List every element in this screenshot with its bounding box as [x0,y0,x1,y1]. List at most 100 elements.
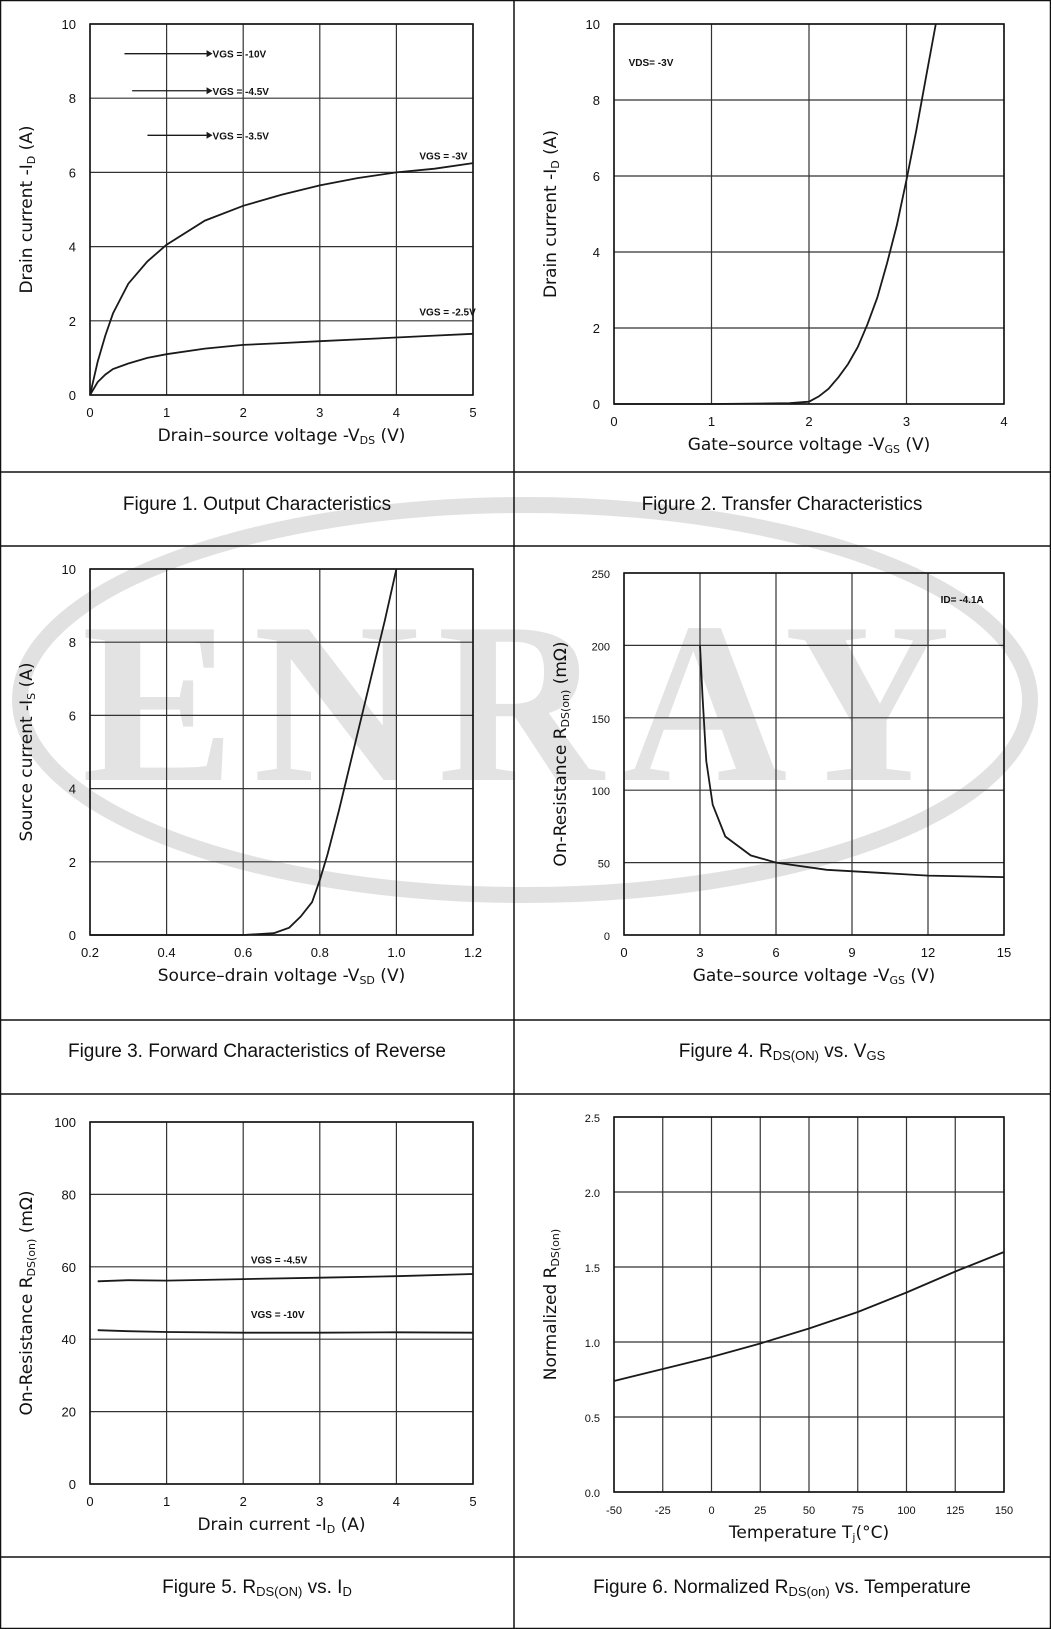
figure-caption: Figure 1. Output Characteristics [123,494,391,515]
watermark-ring [12,497,1038,903]
y-tick-label: 60 [62,1260,76,1275]
x-tick-label: 1 [163,405,170,420]
y-tick-label: 10 [62,562,76,577]
chart-3: 0.2 0.4 0.6 0.8 1.0 1.2 0 2 4 6 8 10 Source–drain vo… [17,562,482,1062]
series-line-1 [97,1273,474,1283]
x-axis-label: Gate–source voltage -VGS (V) [693,966,936,987]
x-tick-label: 5 [469,1494,476,1509]
x-tick-label: 150 [995,1505,1013,1517]
y-tick-label: 0.0 [585,1488,600,1500]
x-tick-label: 50 [803,1505,815,1517]
x-tick-label: 1.2 [464,945,482,960]
series-line-2 [89,332,474,396]
plot-frame [613,23,1005,405]
annotation-arrowhead [206,87,213,95]
x-tick-label: 125 [946,1505,964,1517]
series-line-1 [613,1251,1005,1382]
x-tick-label: 0 [86,405,93,420]
series-line-1 [89,162,474,396]
chart-5: 0 1 2 3 4 5 0 20 40 60 80 100 Drain current -ID (A) O… [17,1115,477,1599]
annotation-label: VDS= -3V [629,58,674,69]
x-tick-label: 1 [708,414,715,429]
x-tick-label: 75 [852,1505,864,1517]
annotation-arrowhead [206,131,213,139]
x-tick-label: 5 [469,405,476,420]
annotation-label: ID= -4.1A [941,595,984,606]
y-tick-label: 1.5 [585,1263,600,1275]
figure-caption: Figure 5. RDS(ON) vs. ID [162,1577,352,1599]
x-tick-label: 12 [921,945,935,960]
x-tick-label: 1 [163,1494,170,1509]
x-tick-label: 3 [316,1494,323,1509]
x-tick-label: 0 [610,414,617,429]
annotation-label: VGS = -2.5V [419,308,476,319]
y-axis-label: On-Resistance RDS(on) (mΩ) [551,641,572,866]
x-tick-label: 25 [754,1505,766,1517]
x-tick-label: 1.0 [387,945,405,960]
watermark: ENRAY [12,497,1038,903]
x-axis-label: Drain current -ID (A) [197,1515,365,1536]
y-tick-label: 200 [592,641,610,653]
x-tick-label: 15 [997,945,1011,960]
y-tick-label: 2 [69,855,76,870]
y-tick-label: 0.5 [585,1413,600,1425]
y-tick-label: 4 [69,782,76,797]
figure-caption: Figure 3. Forward Characteristics of Rev… [68,1041,446,1062]
x-axis-label: Gate–source voltage -VGS (V) [688,435,931,456]
x-tick-label: 4 [393,405,400,420]
y-tick-label: 2.5 [585,1113,600,1125]
x-tick-label: 0.4 [158,945,176,960]
y-tick-label: 6 [69,165,76,180]
y-tick-label: 8 [69,91,76,106]
x-tick-label: 0.8 [311,945,329,960]
y-tick-label: 100 [54,1115,76,1130]
series-line-1 [614,23,937,405]
x-axis-label: Temperature Tj(°C) [728,1523,889,1544]
x-tick-label: 0 [708,1505,714,1517]
y-tick-label: 20 [62,1405,76,1420]
figure-caption: Figure 2. Transfer Characteristics [642,494,923,515]
plot-frame [89,1121,474,1485]
x-tick-label: 2 [240,1494,247,1509]
plot-frame [89,23,474,396]
y-tick-label: 1.0 [585,1338,600,1350]
y-tick-label: 80 [62,1187,76,1202]
annotation-arrowhead [206,50,213,58]
annotation-label: VGS = -3.5V [213,131,270,142]
y-tick-label: 4 [69,240,76,255]
y-tick-label: 6 [593,169,600,184]
annotation-label: VGS = -4.5V [251,1256,308,1267]
annotation-label: VGS = -3V [419,152,467,163]
x-tick-label: 100 [897,1505,915,1517]
series-line-1 [90,568,398,936]
y-axis-label: On-Resistance RDS(on) (mΩ) [17,1190,38,1415]
chart-2: 0 1 2 3 4 0 2 4 6 8 10 Gate–source voltage -VGS (V)… [541,17,1008,515]
x-tick-label: 3 [316,405,323,420]
y-tick-label: 8 [69,635,76,650]
figure-caption: Figure 6. Normalized RDS(on) vs. Tempera… [593,1577,971,1599]
plot-frame [623,572,1005,936]
y-axis-label: Normalized RDS(on) [541,1229,562,1380]
y-tick-label: 2.0 [585,1188,600,1200]
y-axis-label: Drain current -ID (A) [541,130,562,298]
x-tick-label: 0.6 [234,945,252,960]
watermark-text: ENRAY [82,575,969,830]
annotation-label: VGS = -10V [213,50,267,61]
chart-1: 0 1 2 3 4 5 0 2 4 6 8 10 Drain–source voltage -VDS (… [17,17,477,515]
x-tick-label: 4 [1000,414,1007,429]
y-tick-label: 50 [598,859,610,871]
x-tick-label: 0.2 [81,945,99,960]
x-tick-label: 2 [240,405,247,420]
y-tick-label: 100 [592,786,610,798]
x-tick-label: 4 [393,1494,400,1509]
annotation-label: VGS = -10V [251,1310,305,1321]
plot-frame [89,568,474,936]
x-tick-label: 2 [805,414,812,429]
figure-caption: Figure 4. RDS(ON) vs. VGS [679,1041,886,1063]
plot-frame [613,1116,1005,1493]
x-tick-label: -25 [655,1505,671,1517]
y-tick-label: 8 [593,93,600,108]
y-tick-label: 4 [593,245,600,260]
y-tick-label: 40 [62,1332,76,1347]
